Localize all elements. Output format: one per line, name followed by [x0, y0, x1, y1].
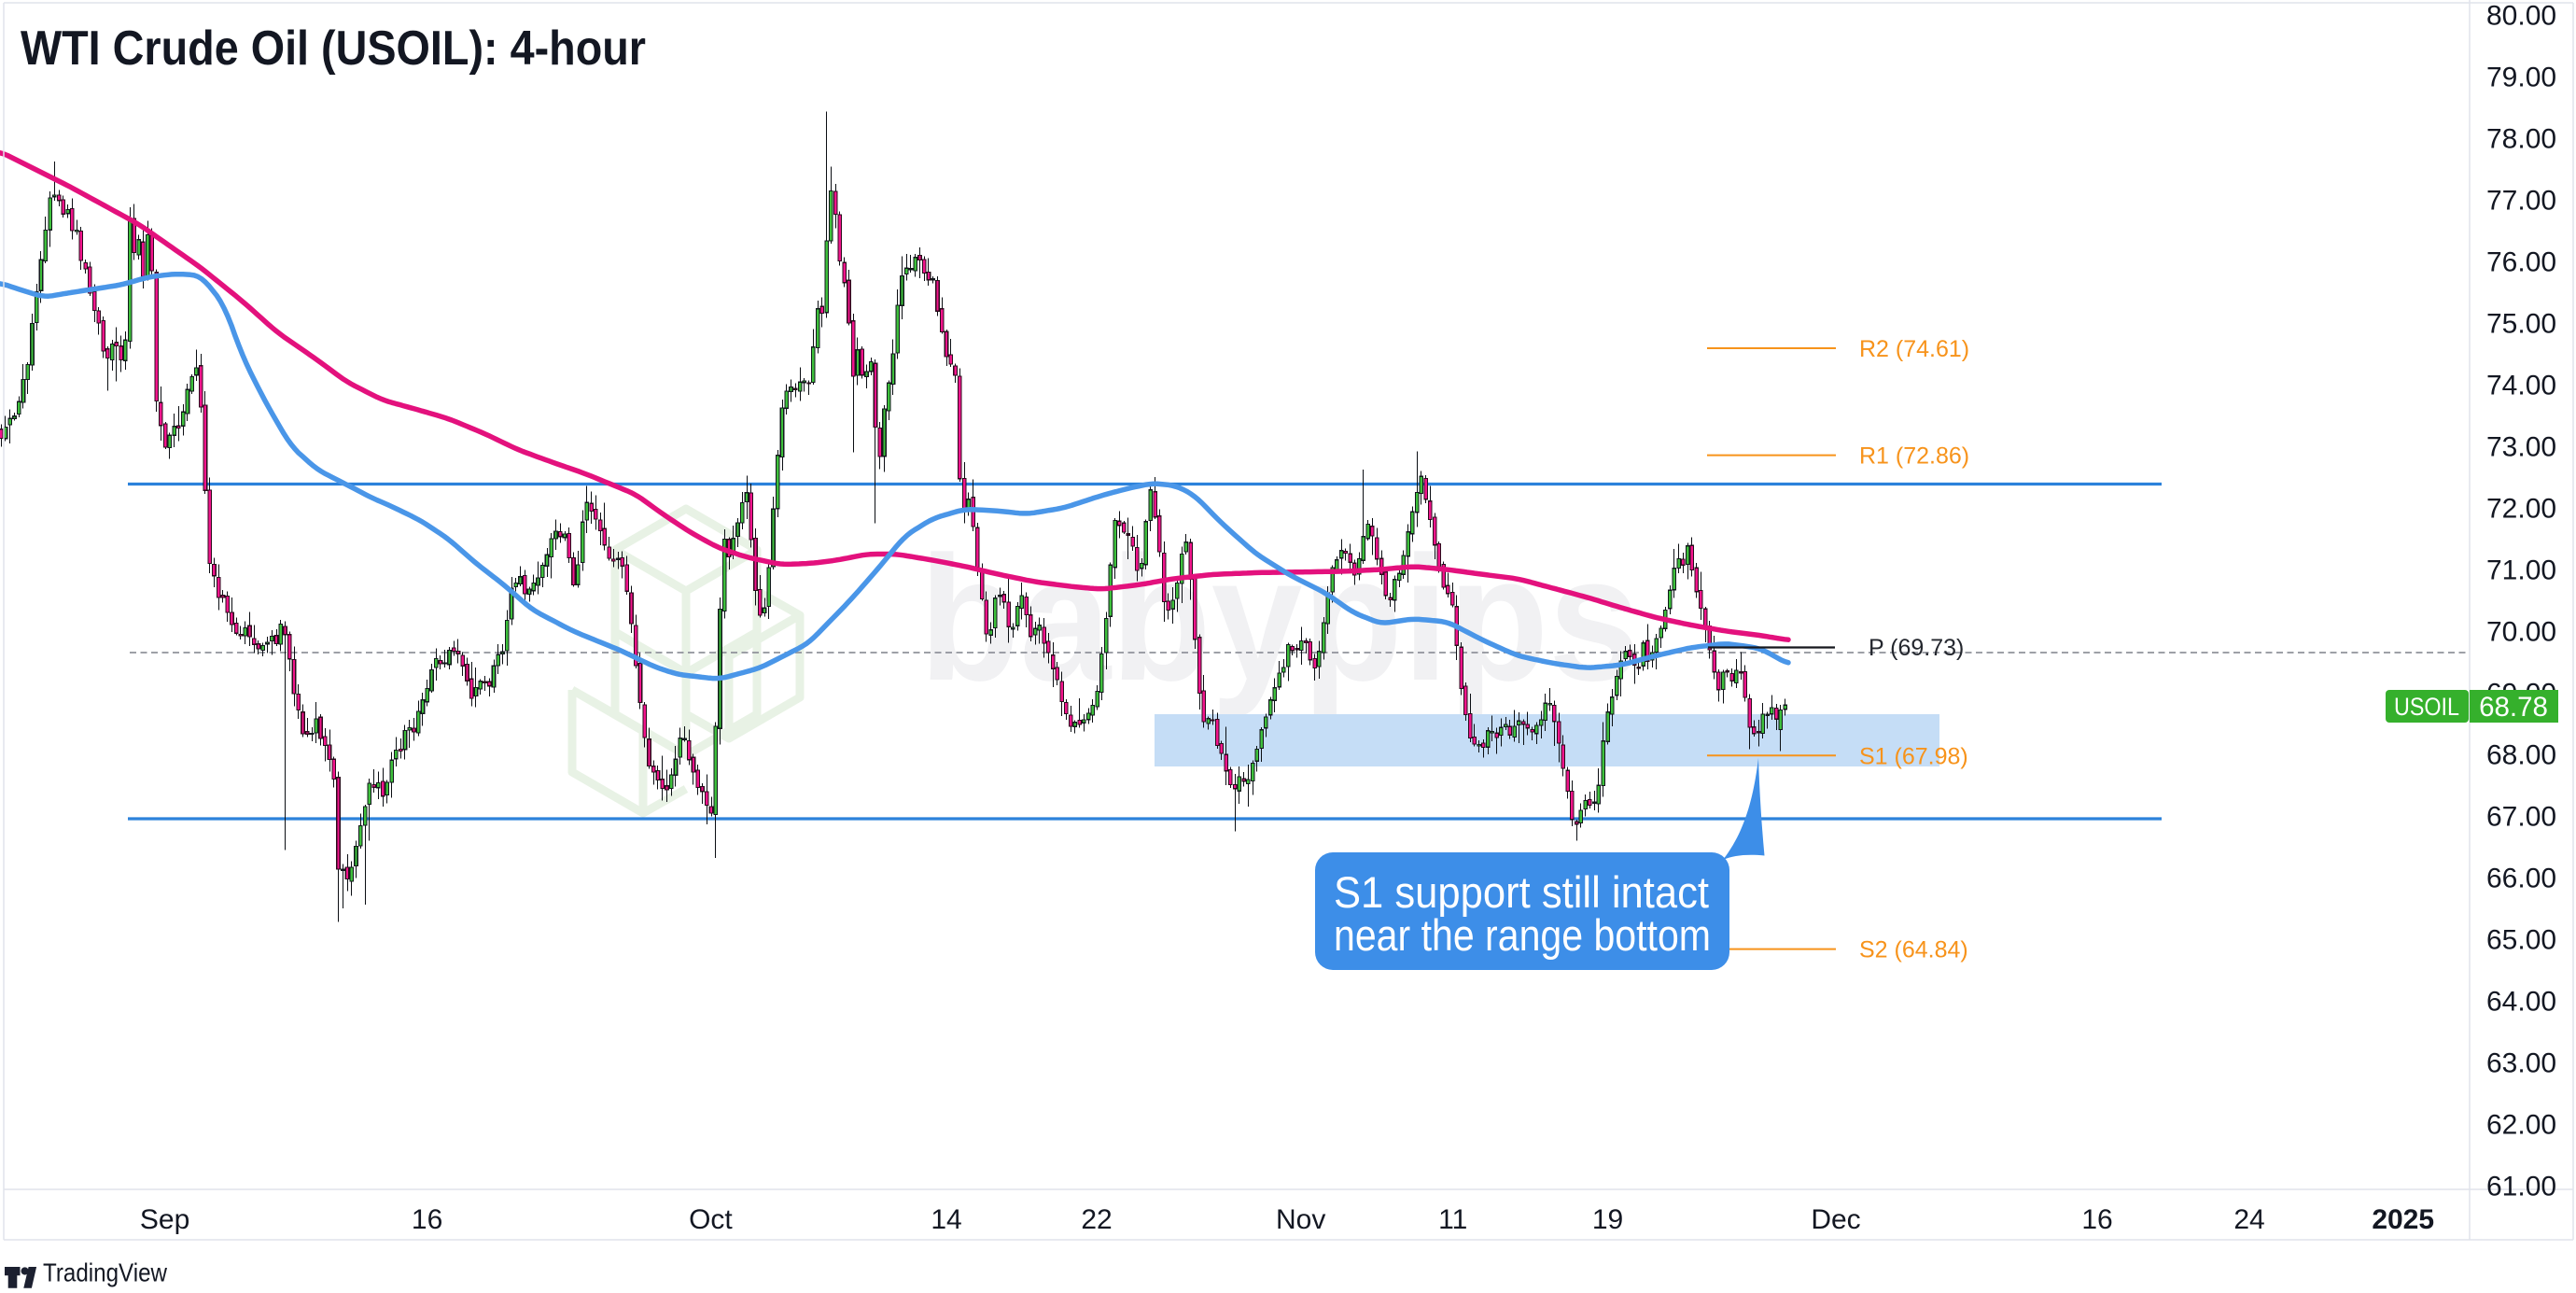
svg-text:Oct: Oct — [689, 1204, 733, 1235]
svg-text:78.00: 78.00 — [2486, 124, 2556, 155]
svg-text:79.00: 79.00 — [2486, 63, 2556, 93]
svg-text:WTI Crude Oil (USOIL): 4-hour: WTI Crude Oil (USOIL): 4-hour — [21, 21, 646, 76]
svg-text:16: 16 — [2081, 1204, 2112, 1235]
svg-text:Sep: Sep — [140, 1204, 189, 1235]
svg-text:11: 11 — [1438, 1204, 1467, 1235]
svg-text:S1 support still intact: S1 support still intact — [1334, 867, 1709, 917]
svg-text:near the range bottom: near the range bottom — [1334, 910, 1711, 960]
svg-text:R1 (72.86): R1 (72.86) — [1859, 443, 1969, 470]
svg-text:66.00: 66.00 — [2486, 864, 2556, 894]
svg-text:24: 24 — [2233, 1204, 2264, 1235]
svg-text:Dec: Dec — [1811, 1204, 1860, 1235]
svg-text:61.00: 61.00 — [2486, 1172, 2556, 1202]
svg-text:Nov: Nov — [1276, 1204, 1325, 1235]
svg-text:75.00: 75.00 — [2486, 309, 2556, 340]
svg-text:P (69.73): P (69.73) — [1869, 635, 1964, 661]
svg-text:67.00: 67.00 — [2486, 802, 2556, 833]
svg-text:76.00: 76.00 — [2486, 247, 2556, 278]
svg-text:70.00: 70.00 — [2486, 617, 2556, 648]
svg-text:64.00: 64.00 — [2486, 987, 2556, 1018]
svg-text:S1 (67.98): S1 (67.98) — [1859, 743, 1968, 769]
svg-text:71.00: 71.00 — [2486, 555, 2556, 586]
svg-text:68.00: 68.00 — [2486, 740, 2556, 771]
svg-text:72.00: 72.00 — [2486, 494, 2556, 525]
svg-text:USOIL: USOIL — [2394, 693, 2459, 721]
svg-text:80.00: 80.00 — [2486, 1, 2556, 32]
svg-text:74.00: 74.00 — [2486, 371, 2556, 401]
svg-text:2025: 2025 — [2372, 1204, 2434, 1235]
svg-text:65.00: 65.00 — [2486, 925, 2556, 956]
svg-text:62.00: 62.00 — [2486, 1110, 2556, 1141]
svg-text:19: 19 — [1592, 1204, 1623, 1235]
svg-text:16: 16 — [412, 1204, 442, 1235]
svg-text:14: 14 — [931, 1204, 961, 1235]
svg-text:68.78: 68.78 — [2479, 692, 2548, 723]
svg-text:R2 (74.61): R2 (74.61) — [1859, 336, 1969, 362]
svg-text:TradingView: TradingView — [43, 1258, 168, 1287]
svg-text:77.00: 77.00 — [2486, 186, 2556, 217]
svg-text:22: 22 — [1081, 1204, 1112, 1235]
svg-text:73.00: 73.00 — [2486, 432, 2556, 463]
svg-text:63.00: 63.00 — [2486, 1048, 2556, 1079]
svg-text:S2 (64.84): S2 (64.84) — [1859, 937, 1968, 963]
